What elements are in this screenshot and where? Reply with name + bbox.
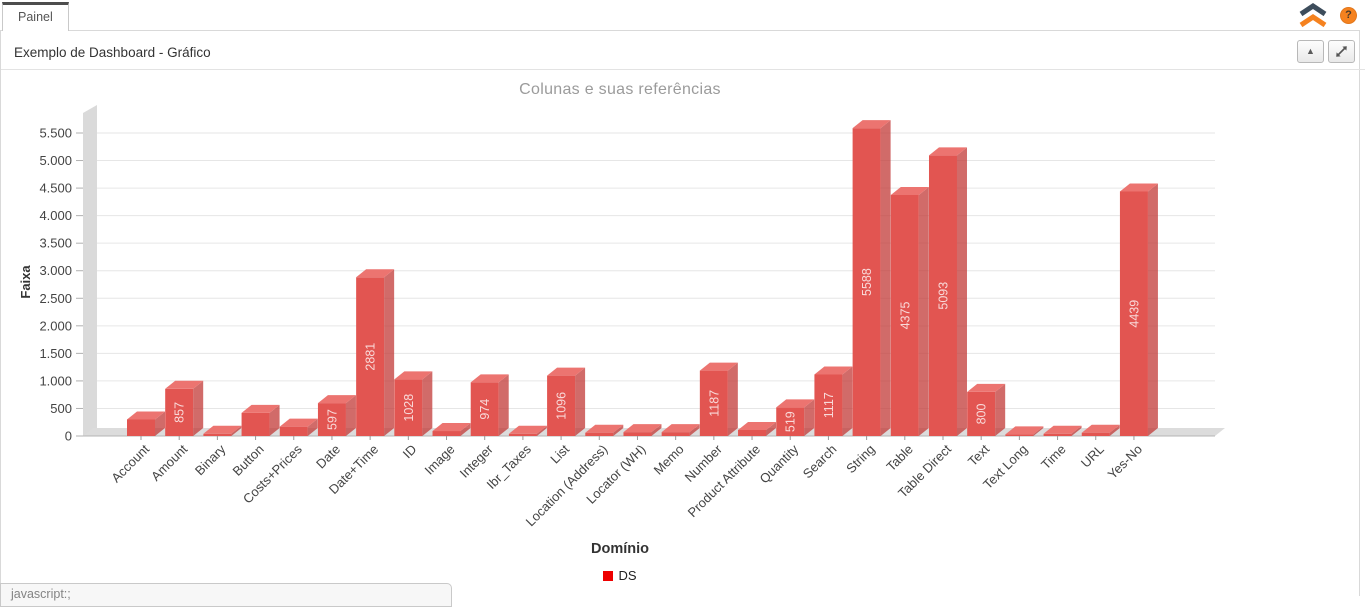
- legend-label: DS: [618, 568, 637, 583]
- double-chevron-up-icon[interactable]: [1298, 3, 1328, 29]
- x-category-label: Product Attribute: [685, 442, 764, 521]
- bar-value-label: 597: [325, 409, 339, 430]
- chart-title: Colunas e suas referências: [519, 81, 721, 98]
- status-bar: javascript:;: [0, 583, 452, 607]
- x-category-label: Account: [108, 441, 152, 485]
- help-button[interactable]: ?: [1340, 7, 1357, 24]
- y-tick-label: 5.500: [39, 126, 72, 141]
- restore-button[interactable]: [1328, 40, 1355, 63]
- bar-text[interactable]: 800: [967, 383, 1006, 436]
- bar-value-label: 1117: [822, 392, 836, 418]
- x-category-label: String: [843, 442, 878, 477]
- x-category-label: Time: [1038, 442, 1069, 473]
- bar-costs-prices[interactable]: [279, 418, 318, 436]
- bar-value-label: 5093: [936, 282, 950, 310]
- y-tick-label: 4.500: [39, 181, 72, 196]
- bar-value-label: 1028: [402, 394, 416, 422]
- bar-locator-wh-[interactable]: [623, 424, 662, 436]
- bar-integer[interactable]: 974: [470, 374, 509, 436]
- chevron-up-orange: [1299, 13, 1327, 28]
- bar-value-label: 974: [478, 399, 492, 420]
- bar-text-long[interactable]: [1005, 426, 1044, 436]
- x-category-label: Table: [883, 442, 916, 475]
- bar-memo[interactable]: [661, 424, 700, 436]
- y-tick-label: 3.000: [39, 263, 72, 278]
- panel-toolbar: ▲: [1297, 40, 1355, 63]
- bar-value-label: 2881: [364, 343, 378, 371]
- bar-table[interactable]: 4375: [890, 186, 929, 436]
- bar-value-label: 800: [975, 403, 989, 424]
- bar-search[interactable]: 1117: [814, 366, 853, 436]
- y-tick-label: 500: [50, 401, 72, 416]
- bar-product-attribute[interactable]: [738, 421, 777, 436]
- bar-number[interactable]: 1187: [699, 362, 738, 436]
- y-tick-label: 5.000: [39, 153, 72, 168]
- legend-swatch: [603, 570, 614, 581]
- bar-image[interactable]: [432, 423, 471, 436]
- x-category-label: Button: [230, 442, 267, 479]
- bar-url[interactable]: [1081, 424, 1120, 436]
- x-category-label: URL: [1078, 442, 1107, 471]
- y-tick-label: 2.500: [39, 291, 72, 306]
- y-tick-label: 1.000: [39, 373, 72, 388]
- bar-account[interactable]: [127, 411, 165, 436]
- y-tick-label: 0: [65, 429, 72, 444]
- y-tick-label: 2.000: [39, 318, 72, 333]
- x-category-label: ID: [400, 442, 420, 462]
- bar-value-label: 4439: [1127, 300, 1141, 328]
- x-category-label: Image: [421, 442, 457, 478]
- bar-value-label: 857: [173, 402, 187, 423]
- x-category-label: Date: [313, 442, 343, 472]
- chart-plot: 0 500 1.000 1.500 2.000 2.500 3.000 3.500 4.000 4…: [39, 105, 1225, 529]
- bar-time[interactable]: [1043, 425, 1082, 436]
- bar-amount[interactable]: 857: [165, 380, 204, 436]
- x-category-label: Quantity: [757, 441, 802, 486]
- bar-date[interactable]: 597: [317, 395, 356, 436]
- panel-title: Exemplo de Dashboard - Gráfico: [14, 45, 211, 60]
- bar-value-label: 4375: [898, 302, 912, 330]
- tab-painel[interactable]: Painel: [2, 2, 69, 31]
- bar-id[interactable]: 1028: [394, 371, 433, 436]
- x-category-label: Text: [965, 441, 993, 469]
- x-axis-label: Domínio: [591, 541, 649, 557]
- x-category-label: Binary: [192, 441, 229, 478]
- bar-list[interactable]: 1096: [547, 367, 586, 436]
- bar-table-direct[interactable]: 5093: [928, 147, 967, 436]
- x-category-label: Yes-No: [1105, 442, 1145, 482]
- bar-value-label: 5588: [860, 268, 874, 296]
- panel-header: [1, 31, 1365, 70]
- bar-ibr-taxes[interactable]: [508, 425, 547, 436]
- bar-button[interactable]: [241, 404, 280, 436]
- x-category-label: List: [547, 441, 572, 466]
- bar-string[interactable]: 5588: [852, 120, 891, 436]
- gridlines: 0 500 1.000 1.500 2.000 2.500 3.000 3.500 4.000 4…: [39, 126, 1215, 444]
- bar-location-address-[interactable]: [585, 424, 624, 436]
- triangle-up-icon: ▲: [1306, 46, 1315, 56]
- bar-value-label: 519: [784, 411, 798, 432]
- bar-yes-no[interactable]: 4439: [1119, 183, 1158, 436]
- x-category-label: Amount: [148, 441, 191, 484]
- x-category-label: Search: [800, 442, 840, 482]
- bar-value-label: 1187: [707, 390, 721, 417]
- x-category-label: Memo: [651, 442, 687, 478]
- chart-legend: DS: [0, 568, 1240, 583]
- chevron-up-dark: [1299, 3, 1327, 17]
- y-tick-label: 4.000: [39, 208, 72, 223]
- chart-3d-wall: [83, 105, 97, 436]
- bar-date-time[interactable]: 2881: [356, 269, 395, 436]
- y-tick-label: 1.500: [39, 346, 72, 361]
- bar-value-label: 1096: [555, 392, 569, 420]
- bar-binary[interactable]: [203, 425, 242, 436]
- collapse-button[interactable]: ▲: [1297, 40, 1324, 63]
- compress-arrows-icon: [1336, 46, 1347, 57]
- y-tick-label: 3.500: [39, 236, 72, 251]
- bar-quantity[interactable]: 519: [776, 399, 815, 436]
